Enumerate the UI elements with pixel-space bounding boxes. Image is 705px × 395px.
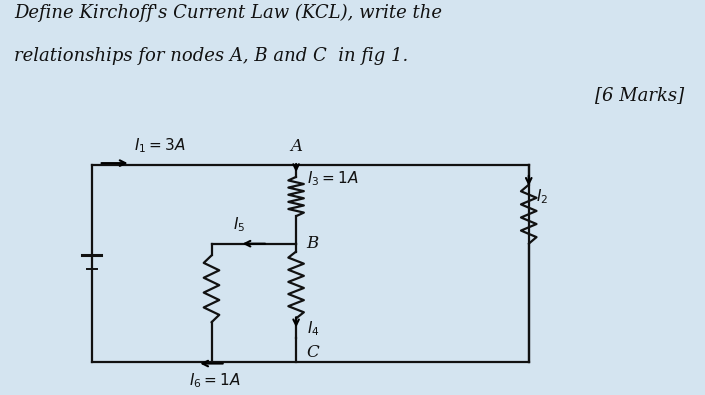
Text: $\it{I}_4$: $\it{I}_4$	[307, 319, 319, 338]
Text: B: B	[307, 235, 319, 252]
Text: $\it{I}_3 = 1A$: $\it{I}_3 = 1A$	[307, 169, 358, 188]
Text: $\it{I}_5$: $\it{I}_5$	[233, 215, 245, 234]
Text: $\it{I}_1 = 3A$: $\it{I}_1 = 3A$	[134, 137, 185, 155]
Text: relationships for nodes A, B and C  in fig 1.: relationships for nodes A, B and C in fi…	[14, 47, 408, 65]
Text: A: A	[290, 138, 302, 155]
Text: [6 Marks]: [6 Marks]	[595, 87, 684, 104]
Text: Define Kirchoff's Current Law (KCL), write the: Define Kirchoff's Current Law (KCL), wri…	[14, 4, 442, 22]
Text: $\it{I}_2$: $\it{I}_2$	[536, 187, 548, 206]
Text: C: C	[307, 344, 319, 361]
Text: $\it{I}_6 = 1A$: $\it{I}_6 = 1A$	[189, 371, 241, 390]
